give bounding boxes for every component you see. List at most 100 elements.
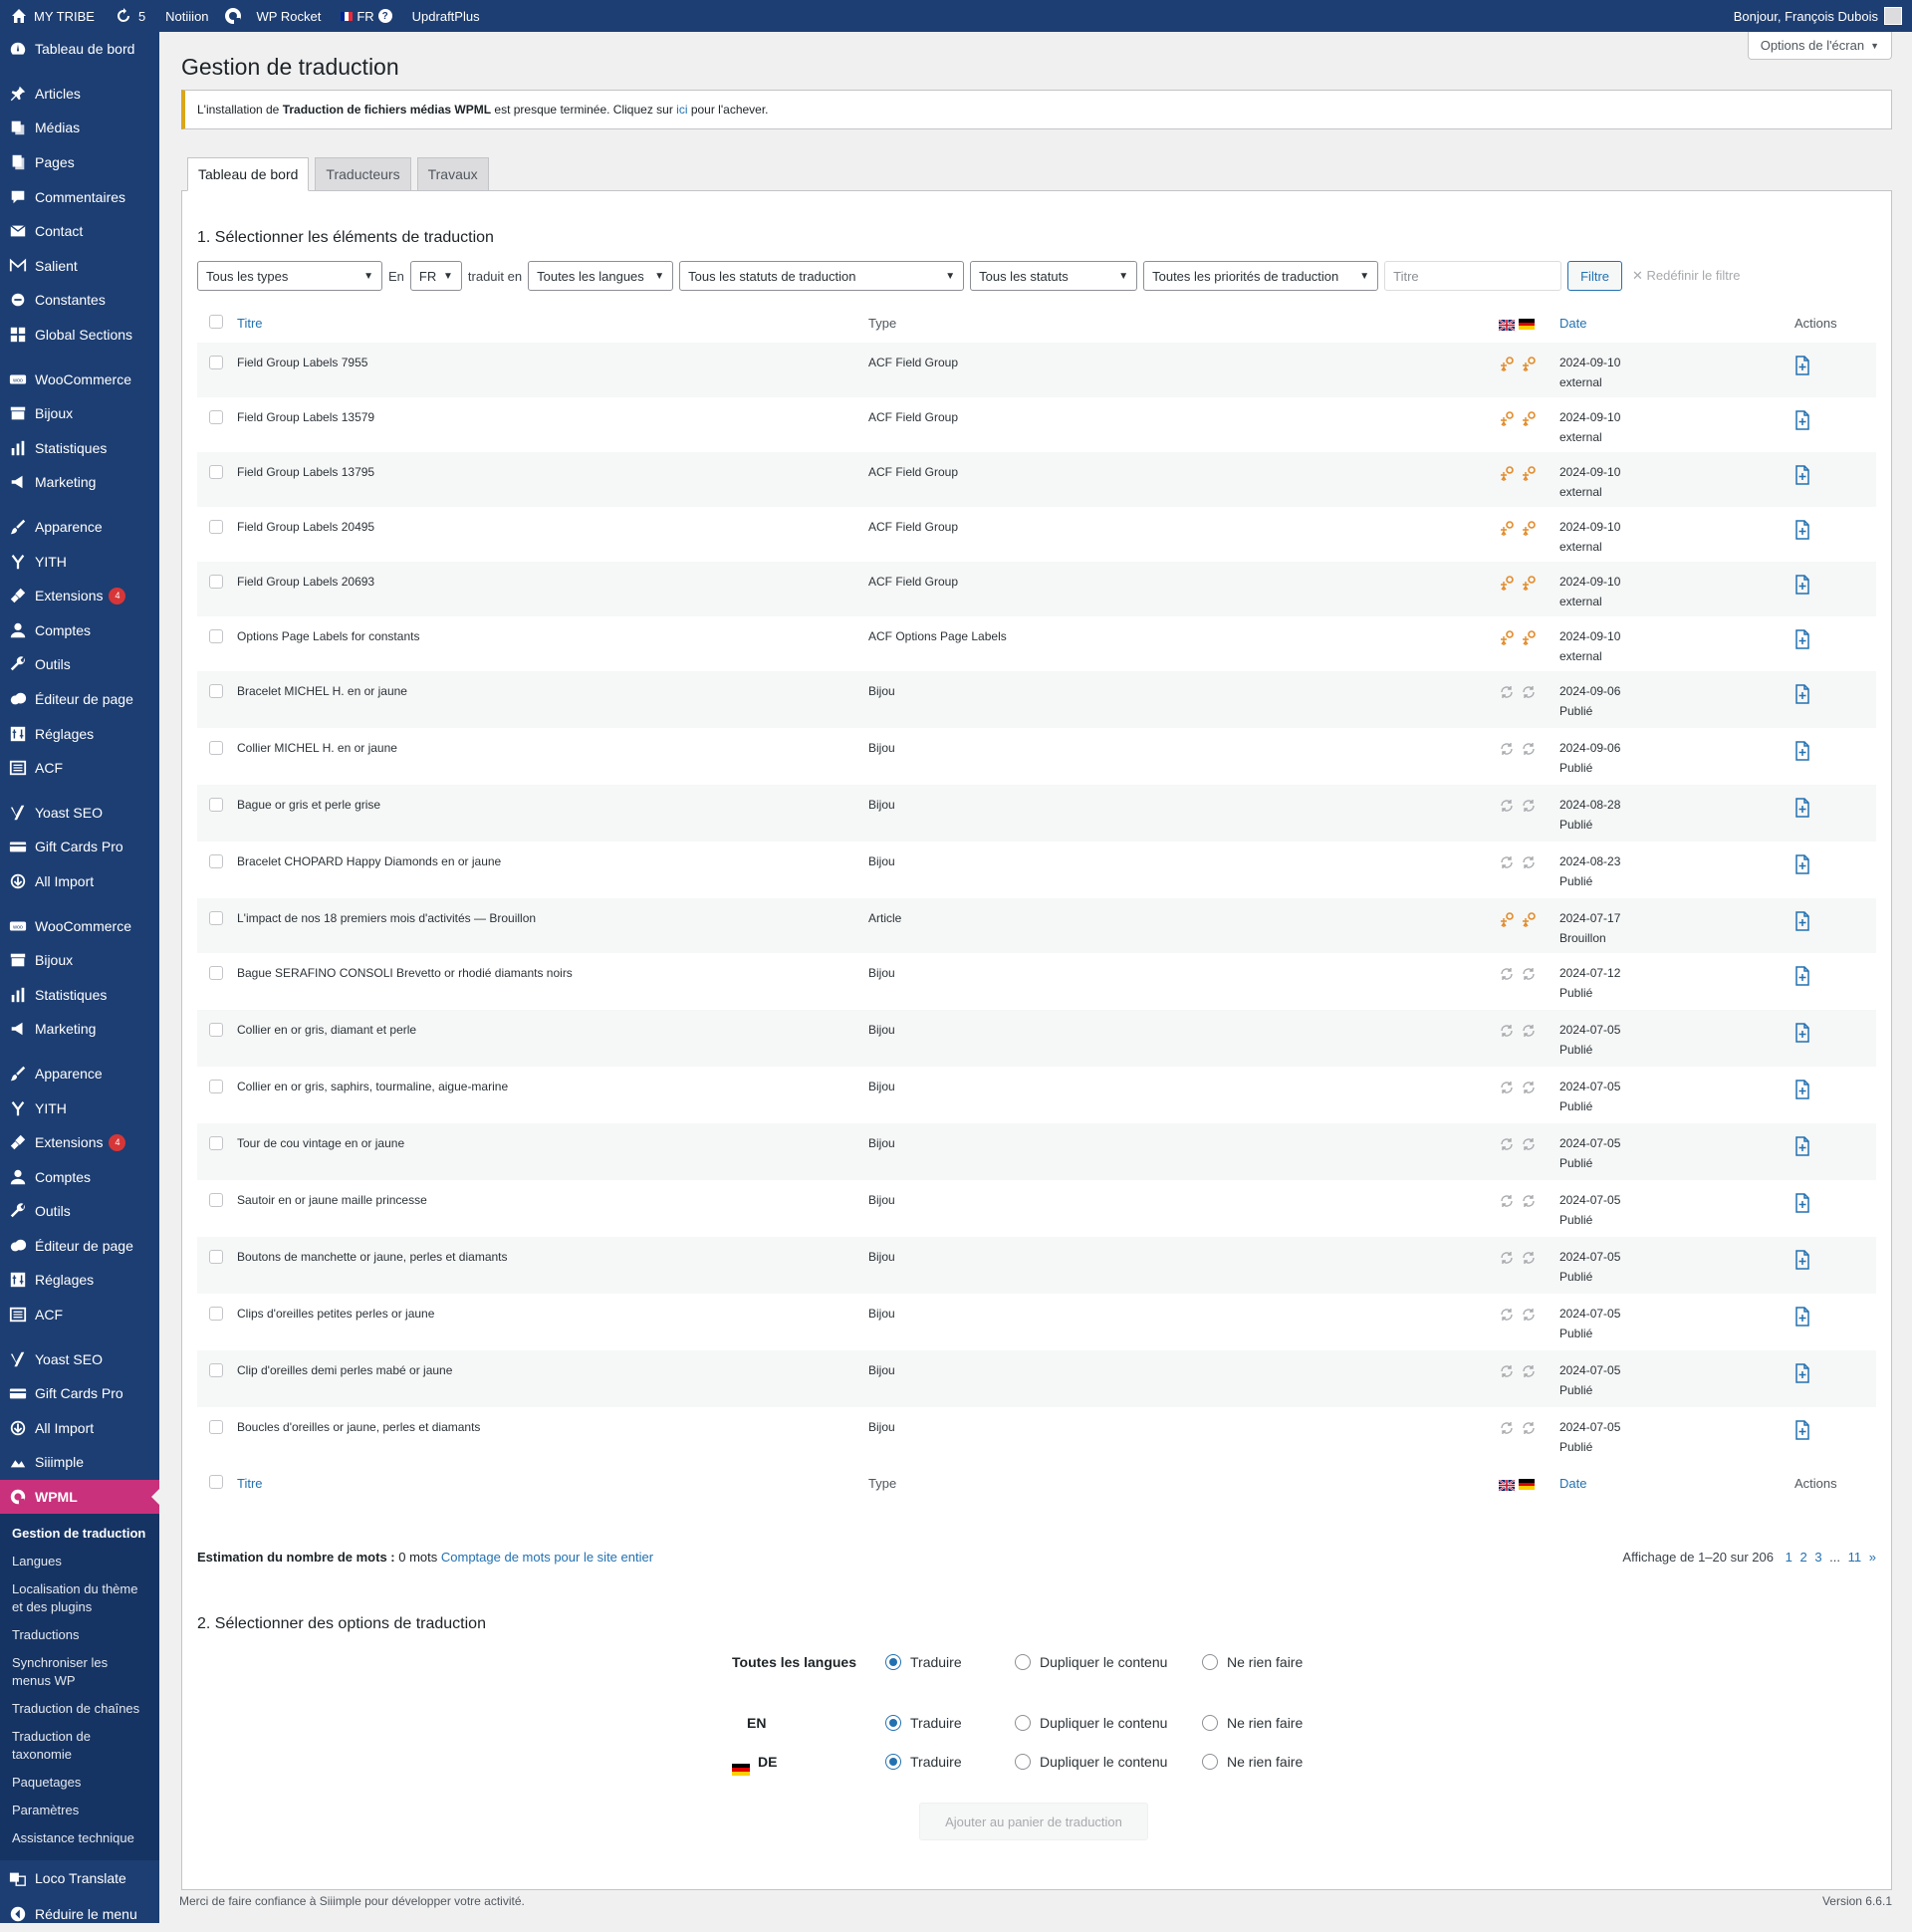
sidebar-item-commentaires[interactable]: Commentaires: [0, 179, 159, 214]
sidebar-item-yith[interactable]: YITH: [0, 544, 159, 579]
sidebar-item-m-dias[interactable]: Médias: [0, 111, 159, 145]
sidebar-item-loco-translate[interactable]: Loco Translate: [0, 1860, 159, 1896]
refresh-icon[interactable]: [1499, 684, 1515, 700]
add-to-basket-icon[interactable]: [1794, 1307, 1810, 1327]
radio-button[interactable]: [885, 1654, 901, 1670]
radio-traduire[interactable]: Traduire: [885, 1754, 962, 1770]
refresh-icon[interactable]: [1499, 1307, 1515, 1323]
add-to-basket-icon[interactable]: [1794, 854, 1810, 874]
submenu-item-assistance-technique[interactable]: Assistance technique: [12, 1830, 134, 1846]
radio-button[interactable]: [1202, 1654, 1218, 1670]
add-to-basket-icon[interactable]: [1794, 741, 1810, 761]
sidebar-item--diteur-de-page[interactable]: Éditeur de page: [0, 682, 159, 717]
add-to-basket-icon[interactable]: [1794, 520, 1810, 540]
radio-button[interactable]: [1202, 1715, 1218, 1731]
sidebar-item-woocommerce[interactable]: woo WooCommerce: [0, 362, 159, 396]
page-link-11[interactable]: 11: [1847, 1550, 1862, 1565]
target-language-select[interactable]: Toutes les langues ▼: [528, 261, 674, 291]
translator-icon[interactable]: [1499, 629, 1515, 645]
sidebar-item-acf[interactable]: ACF: [0, 1298, 159, 1332]
sidebar-item-pages[interactable]: Pages: [0, 145, 159, 180]
refresh-icon[interactable]: [1499, 798, 1515, 814]
sidebar-item-comptes[interactable]: Comptes: [0, 1159, 159, 1194]
adminbar-notiiion[interactable]: Notiiion: [165, 8, 209, 24]
sidebar-item-comptes[interactable]: Comptes: [0, 613, 159, 648]
sidebar-item-apparence[interactable]: Apparence: [0, 510, 159, 545]
refresh-icon[interactable]: [1499, 1080, 1515, 1095]
refresh-icon[interactable]: [1499, 741, 1515, 757]
row-checkbox[interactable]: [209, 798, 223, 812]
row-checkbox[interactable]: [209, 1307, 223, 1321]
sidebar-item-yoast-seo[interactable]: Yoast SEO: [0, 795, 159, 830]
adminbar-wp-rocket[interactable]: WP Rocket: [256, 8, 322, 24]
radio-button[interactable]: [1202, 1754, 1218, 1770]
sidebar-item-bijoux[interactable]: Bijoux: [0, 396, 159, 431]
tab-jobs[interactable]: Travaux: [416, 157, 489, 191]
add-to-basket-icon[interactable]: [1794, 911, 1810, 931]
add-to-basket-icon[interactable]: [1794, 465, 1810, 485]
translator-icon[interactable]: [1521, 465, 1537, 481]
submenu-item-paquetages[interactable]: Paquetages: [12, 1775, 82, 1791]
radio-button[interactable]: [885, 1715, 901, 1731]
add-to-basket-icon[interactable]: [1794, 1420, 1810, 1440]
refresh-icon[interactable]: [1521, 1307, 1537, 1323]
refresh-icon[interactable]: [1499, 1193, 1515, 1209]
source-language-select[interactable]: FR ▼: [409, 261, 462, 291]
sidebar-item-salient[interactable]: Salient: [0, 249, 159, 284]
add-to-basket-icon[interactable]: [1794, 575, 1810, 595]
translator-icon[interactable]: [1499, 575, 1515, 591]
add-to-basket-icon[interactable]: [1794, 798, 1810, 818]
row-checkbox[interactable]: [209, 854, 223, 868]
row-checkbox[interactable]: [209, 1080, 223, 1093]
row-checkbox[interactable]: [209, 1193, 223, 1207]
row-checkbox[interactable]: [209, 741, 223, 755]
translator-icon[interactable]: [1499, 520, 1515, 536]
sidebar-item-r-duire-le-menu[interactable]: Réduire le menu: [0, 1896, 159, 1932]
refresh-icon[interactable]: [1521, 1023, 1537, 1039]
sidebar-item-gift-cards-pro[interactable]: Gift Cards Pro: [0, 1376, 159, 1411]
refresh-icon[interactable]: [1521, 1193, 1537, 1209]
row-checkbox[interactable]: [209, 1023, 223, 1037]
add-to-basket-icon[interactable]: [1794, 1363, 1810, 1383]
page-link-1[interactable]: 1: [1785, 1550, 1792, 1565]
translator-icon[interactable]: [1521, 356, 1537, 371]
sidebar-item-statistiques[interactable]: Statistiques: [0, 977, 159, 1012]
sidebar-item-acf[interactable]: ACF: [0, 751, 159, 786]
adminbar-updraftplus[interactable]: UpdraftPlus: [411, 8, 480, 24]
radio-ne-rien-faire[interactable]: Ne rien faire: [1202, 1654, 1303, 1670]
sidebar-item--diteur-de-page[interactable]: Éditeur de page: [0, 1229, 159, 1264]
row-checkbox[interactable]: [209, 465, 223, 479]
date-column-footer[interactable]: Date: [1559, 1476, 1587, 1491]
sidebar-item-marketing[interactable]: Marketing: [0, 465, 159, 500]
refresh-icon[interactable]: [1499, 1136, 1515, 1152]
priority-select[interactable]: Toutes les priorités de traduction ▼: [1143, 261, 1379, 291]
notice-link[interactable]: ici: [676, 103, 688, 117]
row-checkbox[interactable]: [209, 575, 223, 589]
sidebar-item-statistiques[interactable]: Statistiques: [0, 431, 159, 466]
filter-button[interactable]: Filtre: [1567, 261, 1622, 291]
my-account-link[interactable]: Bonjour, François Dubois: [1724, 0, 1912, 32]
refresh-icon[interactable]: [1521, 1420, 1537, 1436]
updates-link[interactable]: 5: [105, 0, 155, 32]
translation-status-select[interactable]: Tous les statuts de traduction ▼: [679, 261, 965, 291]
add-to-basket-icon[interactable]: [1794, 1080, 1810, 1099]
date-column-header[interactable]: Date: [1559, 316, 1587, 331]
sidebar-item-contact[interactable]: Contact: [0, 214, 159, 249]
radio-button[interactable]: [1015, 1715, 1031, 1731]
refresh-icon[interactable]: [1521, 1363, 1537, 1379]
sidebar-item-global-sections[interactable]: Global Sections: [0, 318, 159, 353]
refresh-icon[interactable]: [1499, 1023, 1515, 1039]
sidebar-item-extensions[interactable]: Extensions 4: [0, 1125, 159, 1160]
add-to-basket-icon[interactable]: [1794, 1136, 1810, 1156]
tab-dashboard[interactable]: Tableau de bord: [187, 157, 310, 191]
sidebar-item-r-glages[interactable]: Réglages: [0, 1263, 159, 1298]
title-filter-input[interactable]: Titre: [1384, 261, 1562, 291]
translator-icon[interactable]: [1499, 465, 1515, 481]
translator-icon[interactable]: [1499, 410, 1515, 426]
submenu-item-traductions[interactable]: Traductions: [12, 1627, 80, 1643]
sidebar-item-all-import[interactable]: All Import: [0, 864, 159, 899]
submenu-item-traduction-de-taxonomie[interactable]: Traduction de taxonomie: [12, 1729, 92, 1763]
sidebar-item-woocommerce[interactable]: woo WooCommerce: [0, 908, 159, 943]
submenu-item-localisation-du-th-me-et-des-plugins[interactable]: Localisation du thème et des plugins: [12, 1581, 138, 1615]
status-select[interactable]: Tous les statuts ▼: [970, 261, 1138, 291]
